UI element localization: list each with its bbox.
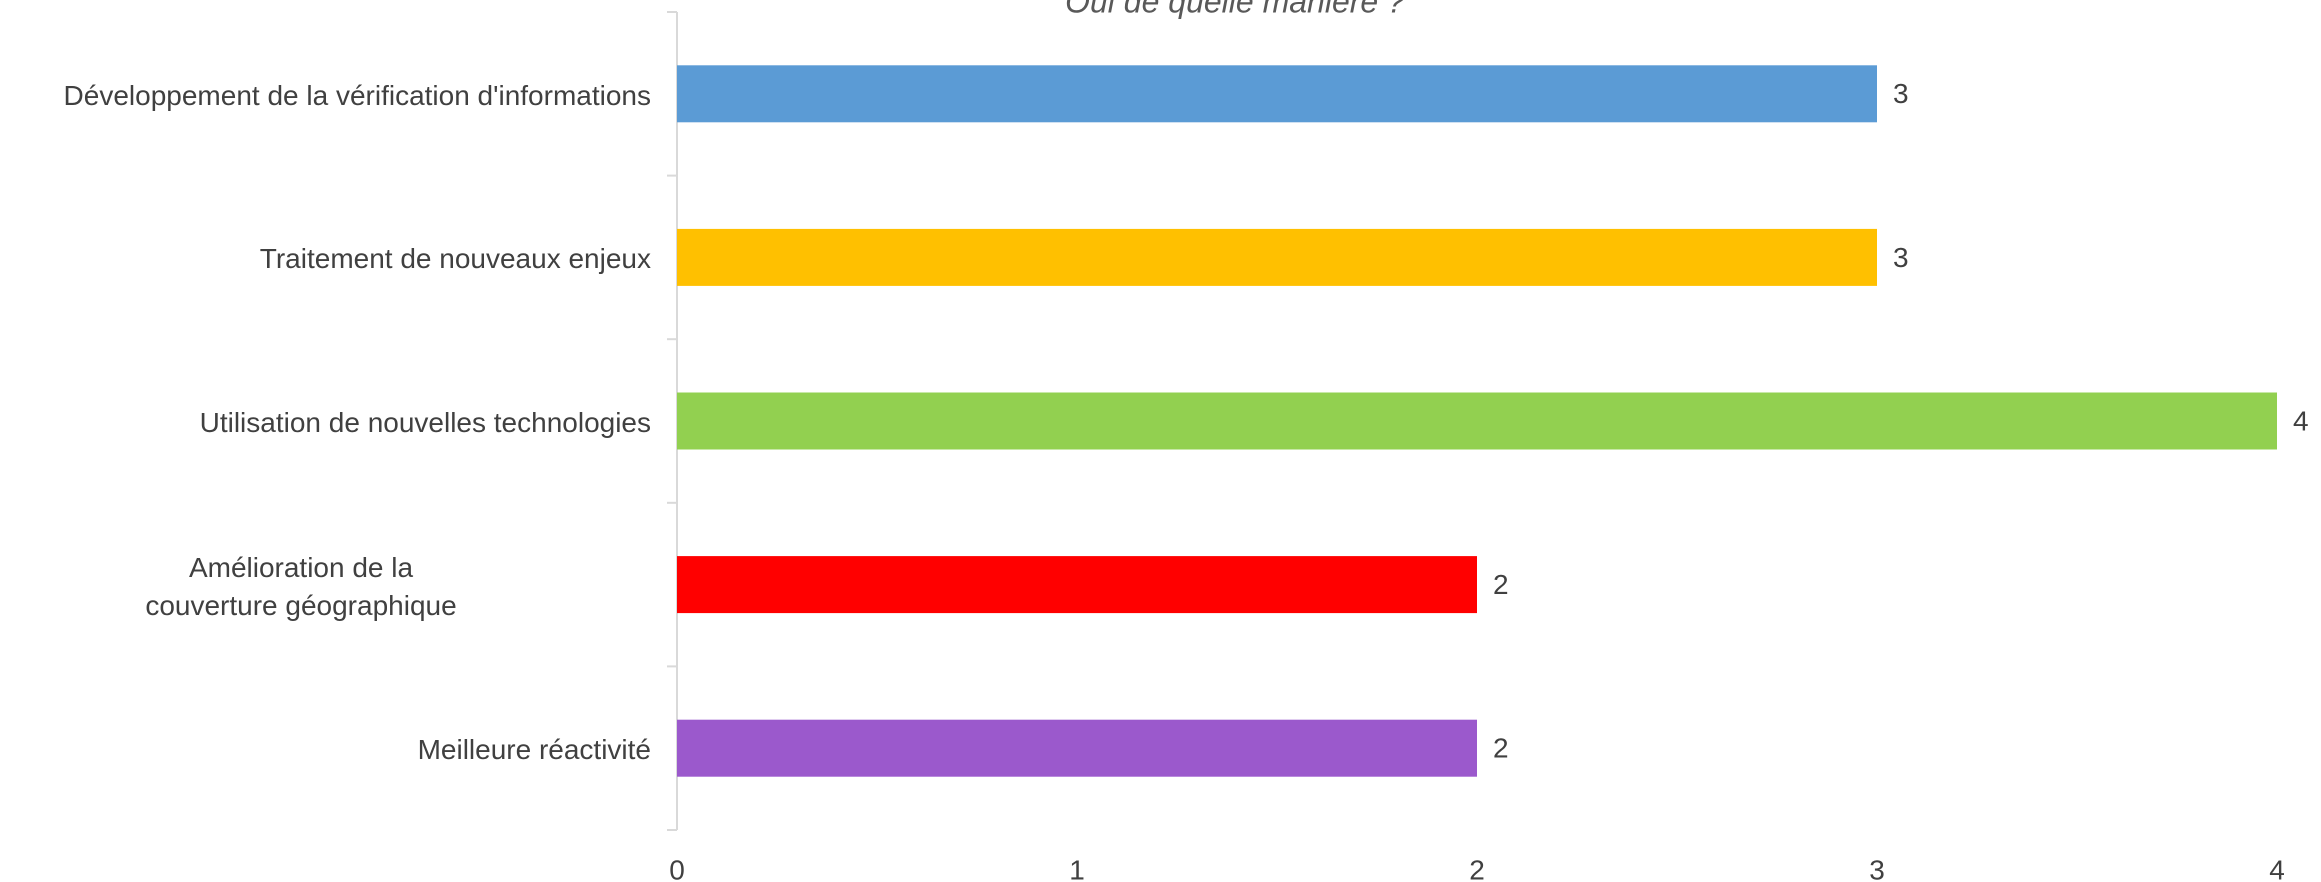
bar xyxy=(677,556,1477,614)
y-tick-label: Traitement de nouveaux enjeux xyxy=(259,243,651,275)
value-label: 3 xyxy=(1893,78,1909,109)
y-tick-label: Utilisation de nouvelles technologies xyxy=(199,407,651,438)
chart-title: Oui de quelle manière ? xyxy=(1065,0,1405,19)
bar xyxy=(677,228,1877,286)
y-tick-label: Développement de la vérification d'infor… xyxy=(63,79,651,111)
x-tick-label: 2 xyxy=(1469,854,1485,882)
x-tick-label: 1 xyxy=(1069,854,1085,882)
x-tick-label: 3 xyxy=(1869,854,1885,882)
y-tick-label: Meilleure réactivité xyxy=(417,734,651,766)
value-label: 2 xyxy=(1493,569,1509,600)
value-label: 3 xyxy=(1893,242,1909,273)
value-label: 4 xyxy=(2293,405,2309,436)
x-tick-label: 0 xyxy=(669,854,685,882)
bar xyxy=(677,392,2277,450)
bar xyxy=(677,719,1477,777)
x-tick-label: 4 xyxy=(2269,854,2285,882)
value-label: 2 xyxy=(1493,733,1509,764)
bar xyxy=(677,65,1877,123)
y-tick-label: Amélioration de la couverture géographiq… xyxy=(145,551,457,621)
